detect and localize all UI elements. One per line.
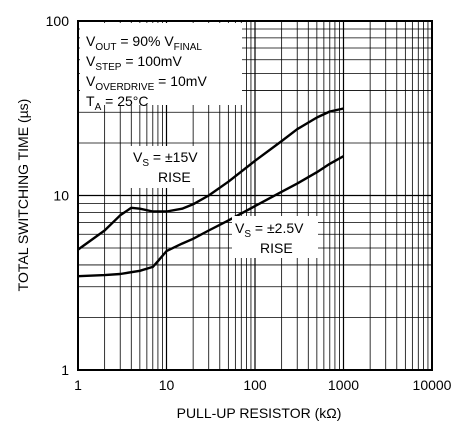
x-tick-label: 100 [243,377,267,393]
series-line-0 [77,107,344,251]
series-sublabel-0: RISE [158,169,191,185]
series-sublabel-1: RISE [260,240,293,256]
series-label-1: VS = ±2.5V [235,220,304,240]
label-box-15v [130,146,206,188]
x-axis-label: PULL-UP RESISTOR (kΩ) [177,405,342,421]
condition-line: VOUT = 90% VFINAL [86,33,202,53]
plot-frame [77,20,433,371]
y-axis-label: TOTAL SWITCHING TIME (µs) [15,99,31,292]
y-tick-label: 1 [61,362,69,378]
x-tick-label: 1 [74,377,82,393]
label-box-2-5v [232,216,318,258]
condition-line: VSTEP = 100mV [86,53,182,73]
series-curves [77,107,345,278]
x-tick-label: 10 [159,377,175,393]
x-tick-labels: 1 10 100 1000 10000 [74,377,452,393]
condition-line: TA = 25°C [86,93,148,113]
condition-line: VOVERDRIVE = 10mV [86,73,207,93]
y-tick-labels: 1 10 100 [46,13,70,378]
series-line-1 [77,155,345,278]
series-label-0: VS = ±15V [133,149,198,169]
y-tick-label: 100 [46,13,70,29]
y-tick-label: 10 [53,188,69,204]
conditions-box [80,23,242,105]
x-tick-label: 10000 [413,377,452,393]
x-tick-label: 1000 [328,377,359,393]
